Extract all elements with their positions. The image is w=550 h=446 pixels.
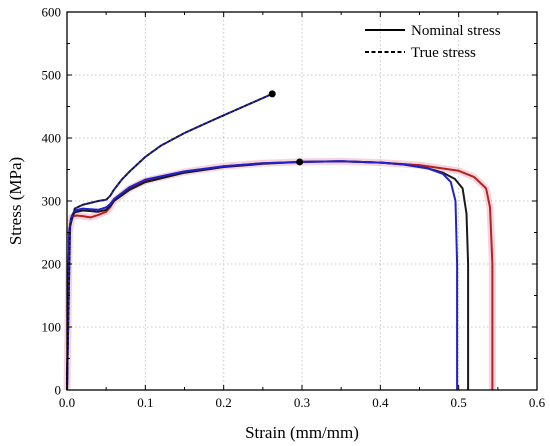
legend-label-nominal: Nominal stress <box>411 23 501 39</box>
uts-marker <box>296 158 304 166</box>
band-layer <box>63 157 496 391</box>
y-tick-label: 0 <box>55 383 62 398</box>
y-tick-label: 300 <box>42 194 62 209</box>
y-tick-label: 600 <box>42 5 62 20</box>
tick-layer: 0.0 0.1 0.2 0.3 0.4 0.5 0.6 0 100 200 300 400 500 600 <box>42 5 546 411</box>
x-axis-title: Strain (mm/mm) <box>245 423 359 442</box>
x-tick-label: 0.3 <box>294 395 310 410</box>
y-tick-label: 200 <box>42 257 62 272</box>
x-tick-label: 0.5 <box>451 395 467 410</box>
series-layer <box>66 92 494 391</box>
x-tick-label: 0.6 <box>529 395 546 410</box>
y-tick-label: 500 <box>42 68 62 83</box>
series-true-stress <box>66 92 273 391</box>
x-tick-label: 0.2 <box>216 395 232 410</box>
legend-label-true: True stress <box>411 45 476 61</box>
x-tick-label: 0.1 <box>137 395 153 410</box>
x-tick-label: 0.4 <box>372 395 389 410</box>
series-true-stress-blue <box>66 92 273 391</box>
y-tick-label: 100 <box>42 320 62 335</box>
series-nominal-blue <box>66 160 459 391</box>
marker-layer <box>268 90 304 166</box>
series-nominal-black <box>66 160 470 391</box>
legend: Nominal stress True stress <box>365 23 501 61</box>
series-nominal-red <box>66 160 494 391</box>
x-tick-label: 0.0 <box>59 395 75 410</box>
y-axis-title: Stress (MPa) <box>6 157 25 245</box>
y-tick-label: 400 <box>42 131 62 146</box>
red-series-band <box>63 157 496 391</box>
fracture-marker <box>268 90 276 98</box>
grid-layer <box>67 12 537 390</box>
